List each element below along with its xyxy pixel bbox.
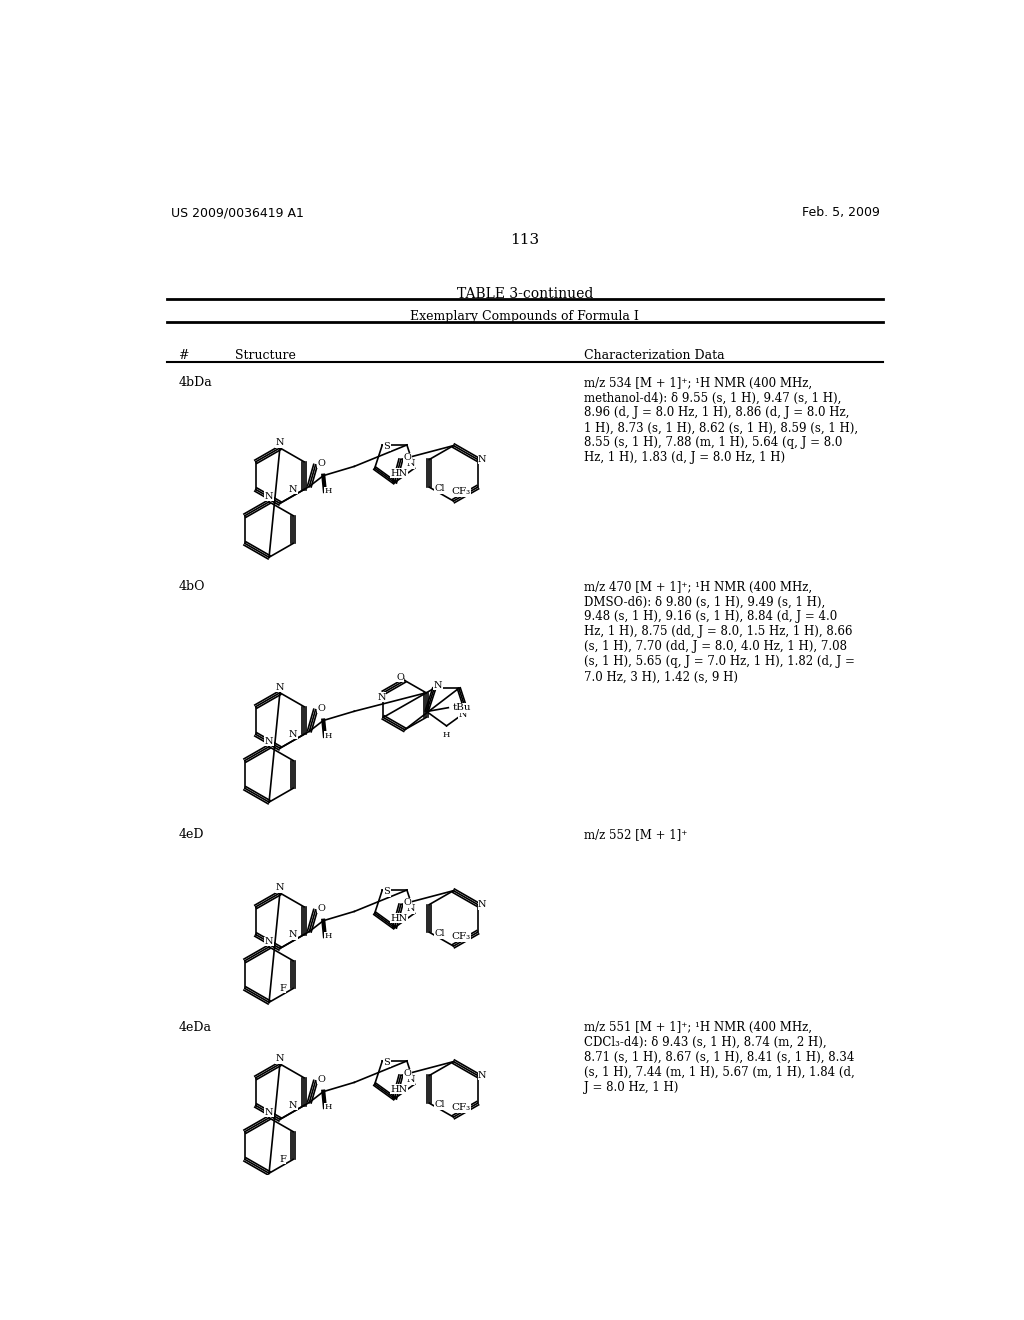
Text: O: O xyxy=(317,459,326,467)
Text: S: S xyxy=(384,887,390,896)
Text: 113: 113 xyxy=(510,234,540,247)
Text: N: N xyxy=(478,900,486,909)
Text: N: N xyxy=(265,937,273,946)
Text: N: N xyxy=(459,710,467,719)
Text: O: O xyxy=(317,704,326,713)
Text: m/z 534 [M + 1]⁺; ¹H NMR (400 MHz,
methanol-d4): δ 9.55 (s, 1 H), 9.47 (s, 1 H),: m/z 534 [M + 1]⁺; ¹H NMR (400 MHz, metha… xyxy=(584,376,858,465)
Text: Characterization Data: Characterization Data xyxy=(584,350,724,363)
Text: S: S xyxy=(384,1059,390,1067)
Text: CF₃: CF₃ xyxy=(452,1104,471,1113)
Text: N: N xyxy=(478,455,486,463)
Text: CF₃: CF₃ xyxy=(452,932,471,941)
Text: m/z 470 [M + 1]⁺; ¹H NMR (400 MHz,
DMSO-d6): δ 9.80 (s, 1 H), 9.49 (s, 1 H),
9.4: m/z 470 [M + 1]⁺; ¹H NMR (400 MHz, DMSO-… xyxy=(584,581,855,684)
Text: H: H xyxy=(325,487,332,495)
Text: m/z 551 [M + 1]⁺; ¹H NMR (400 MHz,
CDCl₃-d4): δ 9.43 (s, 1 H), 8.74 (m, 2 H),
8.: m/z 551 [M + 1]⁺; ¹H NMR (400 MHz, CDCl₃… xyxy=(584,1020,854,1094)
Text: N: N xyxy=(289,484,297,494)
Text: N: N xyxy=(478,1071,486,1080)
Text: Feb. 5, 2009: Feb. 5, 2009 xyxy=(802,206,880,219)
Text: N: N xyxy=(407,1074,415,1084)
Text: O: O xyxy=(396,673,403,682)
Text: Structure: Structure xyxy=(234,350,296,363)
Text: Exemplary Compounds of Formula I: Exemplary Compounds of Formula I xyxy=(411,310,639,323)
Text: N: N xyxy=(265,492,273,500)
Text: N: N xyxy=(434,681,442,690)
Text: H: H xyxy=(442,731,451,739)
Text: H: H xyxy=(325,932,332,940)
Text: N: N xyxy=(407,904,415,913)
Text: CF₃: CF₃ xyxy=(452,487,471,496)
Text: O: O xyxy=(317,904,326,913)
Text: N: N xyxy=(289,1101,297,1110)
Text: N: N xyxy=(275,438,284,447)
Text: N: N xyxy=(275,883,284,892)
Text: O: O xyxy=(403,899,412,907)
Text: 4bDa: 4bDa xyxy=(178,376,212,389)
Text: 4eD: 4eD xyxy=(178,829,204,841)
Text: N: N xyxy=(275,1055,284,1063)
Text: S: S xyxy=(384,442,390,451)
Text: m/z 552 [M + 1]⁺: m/z 552 [M + 1]⁺ xyxy=(584,829,687,841)
Text: H: H xyxy=(325,1104,332,1111)
Text: N: N xyxy=(265,737,273,746)
Text: F: F xyxy=(279,1155,286,1164)
Text: tBu: tBu xyxy=(453,704,471,713)
Text: O: O xyxy=(403,454,412,462)
Text: HN: HN xyxy=(391,913,408,923)
Text: N: N xyxy=(378,693,386,702)
Text: O: O xyxy=(403,1069,412,1078)
Text: HN: HN xyxy=(391,469,408,478)
Text: N: N xyxy=(289,931,297,939)
Text: Cl: Cl xyxy=(435,929,445,939)
Text: O: O xyxy=(317,1074,326,1084)
Text: TABLE 3-continued: TABLE 3-continued xyxy=(457,286,593,301)
Text: HN: HN xyxy=(391,1085,408,1094)
Text: F: F xyxy=(279,983,286,993)
Text: Cl: Cl xyxy=(435,1101,445,1109)
Text: US 2009/0036419 A1: US 2009/0036419 A1 xyxy=(171,206,303,219)
Text: #: # xyxy=(178,350,188,363)
Text: N: N xyxy=(289,730,297,739)
Text: 4bO: 4bO xyxy=(178,581,205,594)
Text: 4eDa: 4eDa xyxy=(178,1020,211,1034)
Text: N: N xyxy=(275,682,284,692)
Text: N: N xyxy=(407,459,415,469)
Text: H: H xyxy=(325,731,332,741)
Text: Cl: Cl xyxy=(435,484,445,494)
Text: N: N xyxy=(265,1107,273,1117)
